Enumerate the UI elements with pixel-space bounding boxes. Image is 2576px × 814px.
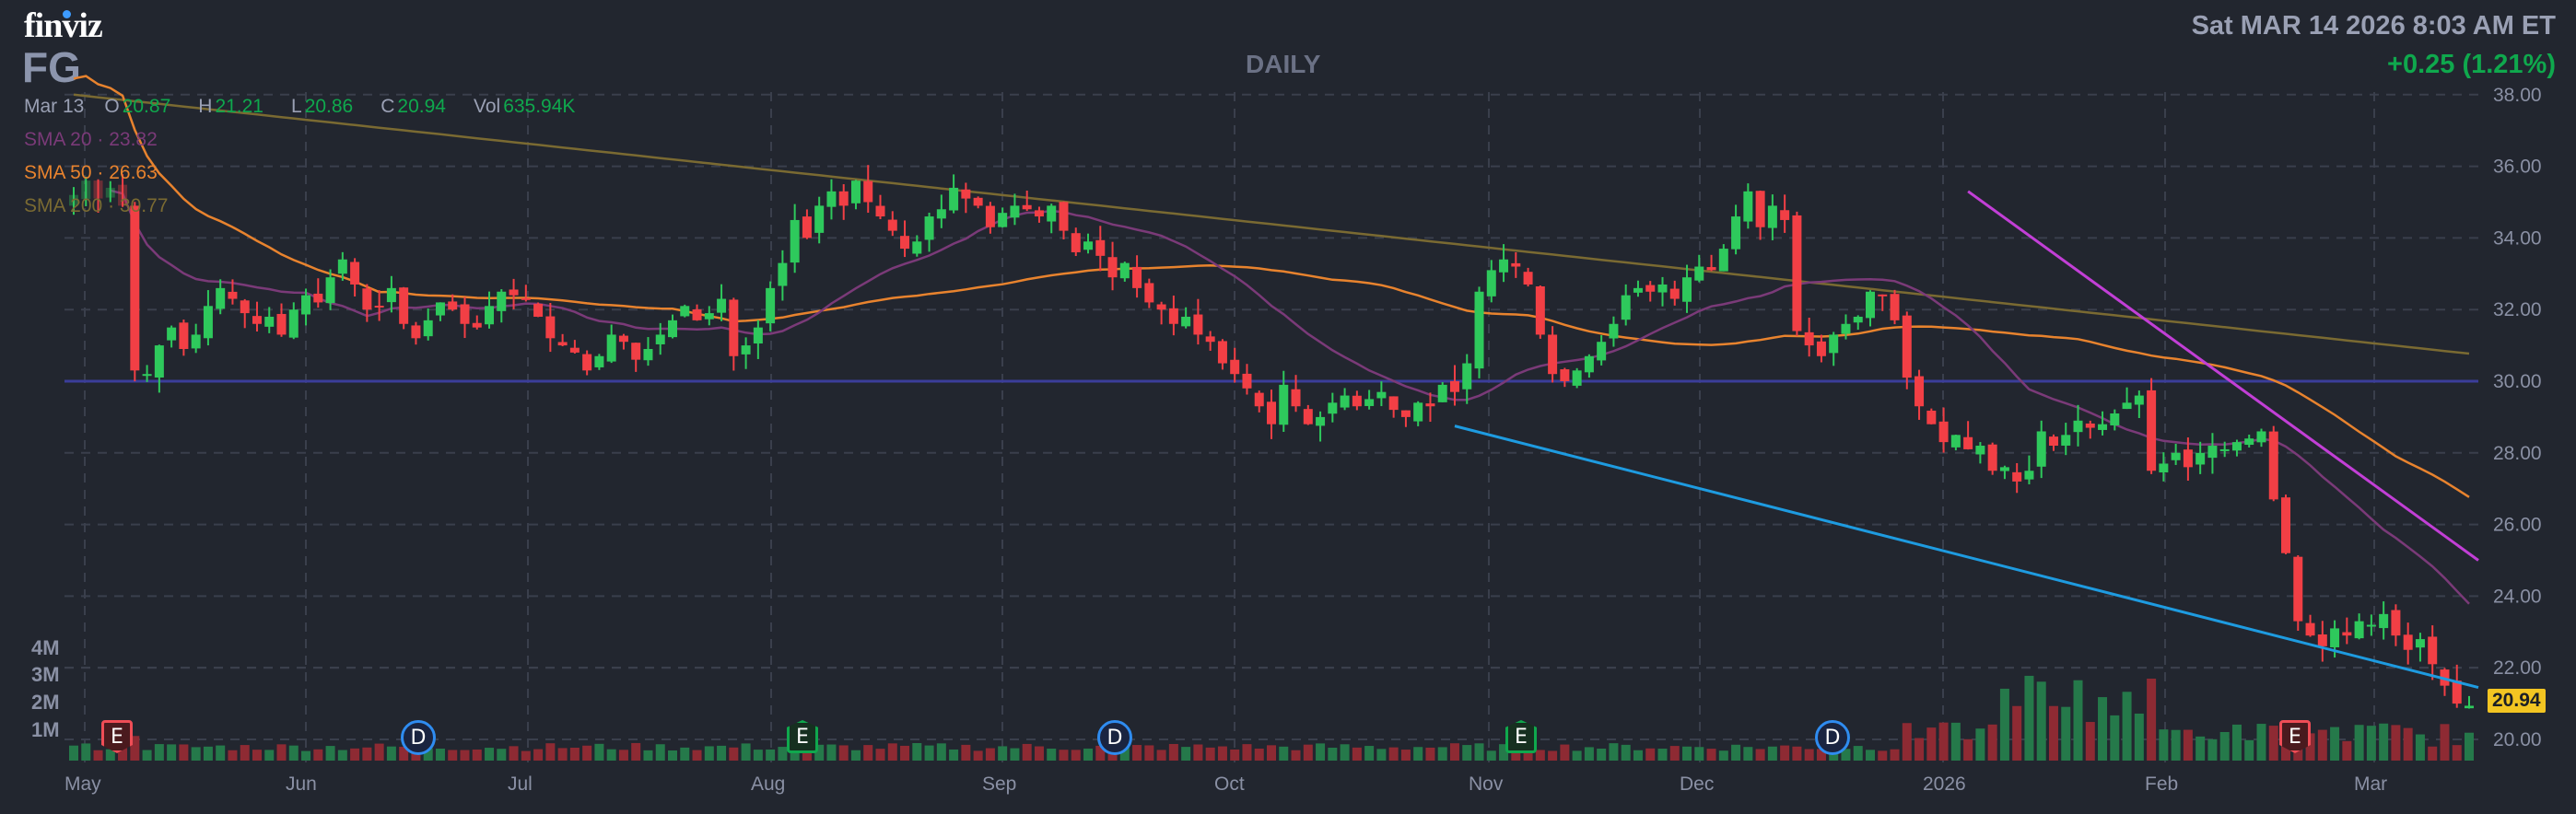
sma50-legend[interactable]: SMA 50 · 26.63 — [24, 162, 158, 183]
volume-label: Vol — [473, 96, 501, 117]
close-label: C — [381, 96, 395, 117]
sma20-legend[interactable]: SMA 20 · 23.82 — [24, 129, 158, 150]
sma200-legend[interactable]: SMA 200 · 30.77 — [24, 195, 169, 216]
svg-text:38.00: 38.00 — [2493, 85, 2542, 106]
svg-text:20.00: 20.00 — [2493, 729, 2542, 750]
candlesticks — [69, 165, 2474, 709]
price-axis[interactable]: 38.00 36.00 34.00 32.00 30.00 28.00 26.00 24.00… — [2493, 85, 2542, 750]
svg-text:28.00: 28.00 — [2493, 443, 2542, 464]
dividend-marker[interactable]: D — [401, 720, 436, 755]
svg-text:Aug: Aug — [751, 773, 785, 795]
date-axis[interactable]: May Jun Jul Aug Sep Oct Nov Dec 2026 Feb Mar — [64, 773, 2387, 795]
svg-text:2M: 2M — [31, 691, 60, 714]
datetime: Sat MAR 14 2026 8:03 AM ET — [2191, 11, 2556, 41]
svg-text:32.00: 32.00 — [2493, 299, 2542, 320]
svg-text:Nov: Nov — [1469, 773, 1504, 795]
sma20-line — [110, 189, 2470, 605]
sma20-value: 23.82 — [109, 129, 158, 150]
low-value: 20.86 — [304, 96, 354, 117]
high-label: H — [198, 96, 213, 117]
svg-text:4M: 4M — [31, 636, 60, 659]
ohlc-legend: Mar 13 O 20.87 H 21.21 L 20.86 C 20.94 V… — [24, 96, 575, 118]
svg-text:24.00: 24.00 — [2493, 586, 2542, 607]
earnings-marker[interactable]: E — [787, 720, 818, 753]
volume-axis: 1M 2M 3M 4M — [31, 636, 60, 741]
open-label: O — [104, 96, 120, 117]
sma20-label: SMA 20 — [24, 129, 92, 150]
svg-text:36.00: 36.00 — [2493, 157, 2542, 178]
sma200-value: 30.77 — [119, 195, 169, 216]
svg-text:Sep: Sep — [982, 773, 1016, 795]
low-label: L — [291, 96, 302, 117]
svg-text:Feb: Feb — [2145, 773, 2178, 795]
earnings-marker[interactable]: E — [1505, 720, 1537, 753]
svg-text:Jun: Jun — [286, 773, 317, 795]
finviz-logo[interactable]: finviz — [24, 6, 103, 46]
dividend-marker[interactable]: D — [1815, 720, 1850, 755]
sma200-line — [73, 93, 2470, 355]
svg-text:Oct: Oct — [1214, 773, 1245, 795]
close-value: 20.94 — [397, 96, 446, 117]
sma200-label: SMA 200 — [24, 195, 103, 216]
volume-value: 635.94K — [503, 96, 576, 117]
svg-text:Jul: Jul — [508, 773, 533, 795]
sma50-label: SMA 50 — [24, 162, 92, 183]
svg-text:May: May — [64, 773, 101, 795]
price-change: +0.25 (1.21%) — [2387, 50, 2556, 79]
svg-text:2026: 2026 — [1923, 773, 1966, 795]
sma50-value: 26.63 — [109, 162, 158, 183]
sma50-line — [73, 75, 2470, 498]
svg-text:Dec: Dec — [1680, 773, 1714, 795]
high-value: 21.21 — [215, 96, 263, 117]
svg-text:3M: 3M — [31, 663, 60, 686]
ticker-symbol: FG — [22, 43, 81, 91]
timeframe-label[interactable]: DAILY — [1246, 50, 1321, 78]
svg-text:22.00: 22.00 — [2493, 657, 2542, 679]
dividend-marker[interactable]: D — [1097, 720, 1132, 755]
svg-text:Mar: Mar — [2354, 773, 2387, 795]
trendlines[interactable] — [1454, 190, 2479, 690]
svg-text:30.00: 30.00 — [2493, 371, 2542, 392]
legend-date: Mar 13 — [24, 96, 85, 117]
svg-text:26.00: 26.00 — [2493, 515, 2542, 536]
svg-text:1M: 1M — [31, 718, 60, 741]
last-price-tag: 20.94 — [2488, 689, 2546, 713]
open-value: 20.87 — [122, 96, 171, 117]
svg-text:34.00: 34.00 — [2493, 227, 2542, 249]
logo-dot — [63, 10, 71, 18]
earnings-marker[interactable]: E — [2279, 720, 2311, 753]
